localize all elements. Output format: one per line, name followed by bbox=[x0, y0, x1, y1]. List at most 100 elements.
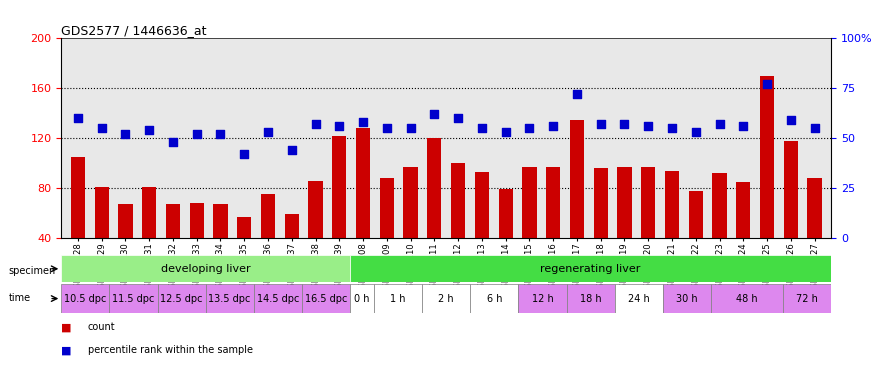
Point bbox=[808, 125, 822, 131]
Bar bbox=[570, 119, 584, 288]
Bar bbox=[427, 138, 442, 288]
Bar bbox=[214, 204, 228, 288]
Bar bbox=[593, 168, 608, 288]
Bar bbox=[237, 217, 251, 288]
FancyBboxPatch shape bbox=[374, 284, 423, 313]
Text: developing liver: developing liver bbox=[161, 264, 250, 274]
Text: percentile rank within the sample: percentile rank within the sample bbox=[88, 345, 253, 355]
FancyBboxPatch shape bbox=[61, 284, 109, 313]
Point bbox=[261, 129, 275, 135]
Point bbox=[427, 111, 441, 118]
Bar bbox=[808, 178, 822, 288]
FancyBboxPatch shape bbox=[518, 284, 567, 313]
Text: ■: ■ bbox=[61, 322, 72, 332]
Text: 13.5 dpc: 13.5 dpc bbox=[208, 293, 251, 304]
Text: 18 h: 18 h bbox=[580, 293, 601, 304]
Text: 16.5 dpc: 16.5 dpc bbox=[304, 293, 347, 304]
Point bbox=[309, 121, 323, 127]
Text: specimen: specimen bbox=[9, 266, 56, 276]
FancyBboxPatch shape bbox=[206, 284, 254, 313]
Point bbox=[190, 131, 204, 137]
Point bbox=[475, 125, 489, 131]
Bar bbox=[94, 187, 108, 288]
Bar bbox=[641, 167, 655, 288]
Point bbox=[214, 131, 228, 137]
Bar bbox=[71, 157, 85, 288]
Text: 6 h: 6 h bbox=[487, 293, 502, 304]
Point bbox=[71, 115, 85, 121]
FancyBboxPatch shape bbox=[350, 255, 831, 282]
Point bbox=[737, 123, 751, 129]
Point bbox=[166, 139, 180, 145]
Bar bbox=[736, 182, 751, 288]
FancyBboxPatch shape bbox=[423, 284, 471, 313]
FancyBboxPatch shape bbox=[711, 284, 783, 313]
Bar bbox=[308, 180, 323, 288]
Point bbox=[618, 121, 632, 127]
FancyBboxPatch shape bbox=[302, 284, 350, 313]
Point bbox=[665, 125, 679, 131]
Bar bbox=[451, 163, 466, 288]
Point bbox=[522, 125, 536, 131]
FancyBboxPatch shape bbox=[663, 284, 711, 313]
Text: GDS2577 / 1446636_at: GDS2577 / 1446636_at bbox=[61, 24, 206, 37]
Bar bbox=[618, 167, 632, 288]
Text: 48 h: 48 h bbox=[736, 293, 758, 304]
Point bbox=[403, 125, 417, 131]
Bar bbox=[784, 141, 798, 288]
Text: 12 h: 12 h bbox=[532, 293, 553, 304]
Text: 14.5 dpc: 14.5 dpc bbox=[256, 293, 299, 304]
Point bbox=[641, 123, 655, 129]
Point bbox=[594, 121, 608, 127]
Point bbox=[546, 123, 560, 129]
FancyBboxPatch shape bbox=[614, 284, 663, 313]
Point bbox=[284, 147, 298, 153]
Bar bbox=[166, 204, 180, 288]
FancyBboxPatch shape bbox=[61, 255, 350, 282]
Text: 11.5 dpc: 11.5 dpc bbox=[112, 293, 155, 304]
Text: 10.5 dpc: 10.5 dpc bbox=[64, 293, 107, 304]
Bar bbox=[712, 173, 726, 288]
Point bbox=[356, 119, 370, 125]
Bar bbox=[380, 178, 394, 288]
Text: 0 h: 0 h bbox=[354, 293, 370, 304]
Point bbox=[499, 129, 513, 135]
Text: 24 h: 24 h bbox=[628, 293, 649, 304]
FancyBboxPatch shape bbox=[350, 284, 374, 313]
Point bbox=[712, 121, 726, 127]
Text: 12.5 dpc: 12.5 dpc bbox=[160, 293, 203, 304]
Point bbox=[142, 127, 156, 133]
Point bbox=[118, 131, 132, 137]
Point bbox=[94, 125, 108, 131]
Text: regenerating liver: regenerating liver bbox=[541, 264, 640, 274]
Bar bbox=[356, 128, 370, 288]
Bar bbox=[760, 76, 774, 288]
Text: count: count bbox=[88, 322, 116, 332]
FancyBboxPatch shape bbox=[109, 284, 158, 313]
Bar bbox=[118, 204, 132, 288]
Bar bbox=[522, 167, 536, 288]
Point bbox=[570, 91, 584, 98]
Point bbox=[689, 129, 703, 135]
Point bbox=[237, 151, 251, 157]
Text: 2 h: 2 h bbox=[438, 293, 454, 304]
Bar bbox=[665, 170, 679, 288]
Point bbox=[332, 123, 346, 129]
Bar bbox=[332, 136, 346, 288]
Text: 30 h: 30 h bbox=[676, 293, 697, 304]
Bar bbox=[403, 167, 417, 288]
FancyBboxPatch shape bbox=[471, 284, 518, 313]
Text: 72 h: 72 h bbox=[796, 293, 818, 304]
Bar bbox=[190, 203, 204, 288]
Point bbox=[452, 115, 466, 121]
Point bbox=[784, 117, 798, 123]
Bar bbox=[475, 172, 489, 288]
Point bbox=[380, 125, 394, 131]
Bar bbox=[261, 194, 275, 288]
FancyBboxPatch shape bbox=[254, 284, 302, 313]
Bar bbox=[689, 190, 703, 288]
Bar bbox=[142, 187, 157, 288]
FancyBboxPatch shape bbox=[158, 284, 206, 313]
FancyBboxPatch shape bbox=[783, 284, 831, 313]
Text: time: time bbox=[9, 293, 31, 303]
